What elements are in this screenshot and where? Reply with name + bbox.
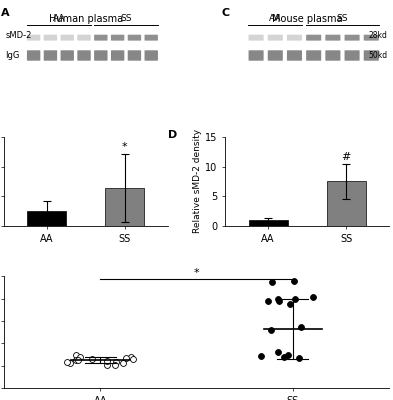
FancyBboxPatch shape <box>27 50 40 61</box>
Text: sMD-2: sMD-2 <box>6 30 32 40</box>
Text: IgG: IgG <box>6 51 20 60</box>
Point <box>64 359 70 366</box>
FancyBboxPatch shape <box>94 35 108 41</box>
FancyBboxPatch shape <box>94 50 108 61</box>
FancyBboxPatch shape <box>306 50 321 61</box>
Point <box>66 360 73 367</box>
Point <box>73 351 79 358</box>
FancyBboxPatch shape <box>44 35 57 41</box>
Point <box>88 356 95 362</box>
Point <box>268 327 274 333</box>
Text: 50kd: 50kd <box>368 51 387 60</box>
FancyBboxPatch shape <box>345 50 360 61</box>
FancyBboxPatch shape <box>111 35 124 41</box>
FancyBboxPatch shape <box>27 35 40 41</box>
FancyBboxPatch shape <box>248 35 264 41</box>
FancyBboxPatch shape <box>268 50 283 61</box>
Point <box>113 359 119 366</box>
Y-axis label: Relative sMD-2 density: Relative sMD-2 density <box>193 129 202 234</box>
FancyBboxPatch shape <box>364 50 379 61</box>
Text: Human plasma: Human plasma <box>49 14 123 24</box>
FancyBboxPatch shape <box>61 35 74 41</box>
Text: SS: SS <box>120 14 132 23</box>
Point <box>112 361 118 368</box>
Point <box>275 349 281 356</box>
Point <box>129 354 135 360</box>
FancyBboxPatch shape <box>128 50 141 61</box>
Point <box>280 354 286 360</box>
Text: *: * <box>194 268 199 278</box>
Point <box>75 357 81 363</box>
FancyBboxPatch shape <box>345 35 360 41</box>
Point <box>73 357 79 363</box>
Point <box>269 279 275 285</box>
FancyBboxPatch shape <box>287 35 302 41</box>
Text: AA: AA <box>269 14 281 23</box>
FancyBboxPatch shape <box>364 35 379 41</box>
Point <box>276 298 282 304</box>
Point <box>120 360 127 367</box>
Text: AA: AA <box>53 14 65 23</box>
Bar <box>105 188 144 226</box>
Point <box>286 301 293 308</box>
FancyBboxPatch shape <box>325 35 340 41</box>
FancyBboxPatch shape <box>111 50 124 61</box>
Point <box>104 361 110 368</box>
FancyBboxPatch shape <box>145 50 158 61</box>
FancyBboxPatch shape <box>77 35 91 41</box>
Point <box>285 351 291 358</box>
Text: C: C <box>222 8 230 18</box>
Text: Mouse plasma: Mouse plasma <box>272 14 342 24</box>
Point <box>258 352 264 359</box>
Point <box>104 358 110 364</box>
FancyBboxPatch shape <box>325 50 340 61</box>
Text: *: * <box>122 142 128 152</box>
Point <box>291 278 297 284</box>
Text: 28kd: 28kd <box>369 30 387 40</box>
FancyBboxPatch shape <box>306 35 321 41</box>
Point <box>298 324 304 330</box>
Point <box>123 355 129 361</box>
Point <box>264 298 271 304</box>
FancyBboxPatch shape <box>145 35 158 41</box>
Text: D: D <box>168 130 177 140</box>
Point <box>291 296 298 302</box>
Bar <box>327 182 365 226</box>
FancyBboxPatch shape <box>128 35 141 41</box>
Point <box>309 293 316 300</box>
FancyBboxPatch shape <box>77 50 91 61</box>
Point <box>275 296 281 302</box>
Bar <box>28 211 66 226</box>
Text: A: A <box>1 8 9 18</box>
Point <box>77 354 83 360</box>
FancyBboxPatch shape <box>44 50 57 61</box>
Text: #: # <box>342 152 351 162</box>
Point <box>130 356 136 362</box>
Text: SS: SS <box>337 14 348 23</box>
FancyBboxPatch shape <box>248 50 264 61</box>
Bar <box>249 220 288 226</box>
FancyBboxPatch shape <box>61 50 74 61</box>
Point <box>296 355 302 361</box>
FancyBboxPatch shape <box>268 35 283 41</box>
FancyBboxPatch shape <box>287 50 302 61</box>
